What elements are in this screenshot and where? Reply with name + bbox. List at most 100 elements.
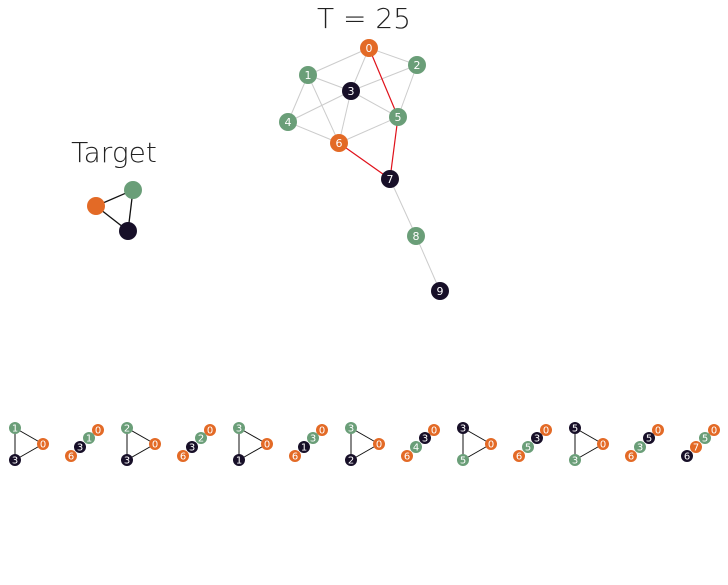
match-node (37, 438, 49, 450)
match-node (345, 422, 357, 434)
node-label: 1 (305, 69, 312, 82)
match-node (522, 441, 534, 453)
graph-node-0: 0 (360, 39, 378, 57)
match-node (410, 441, 422, 453)
match-node-label: 3 (348, 424, 354, 435)
match-node (186, 441, 198, 453)
match-node-label: 0 (95, 426, 101, 437)
match-node-label: 0 (655, 426, 661, 437)
match-node-label: 0 (40, 440, 46, 451)
match-node (681, 450, 693, 462)
match-node-label: 3 (422, 434, 428, 445)
highlight-edge (389, 116, 399, 180)
match-node-label: 0 (711, 426, 717, 437)
match-node (540, 424, 552, 436)
match-node (345, 454, 357, 466)
graph-edge (287, 121, 340, 144)
graph-edges (287, 47, 441, 292)
match-node-label: 2 (348, 456, 354, 467)
match-node (177, 450, 189, 462)
match-node (373, 438, 385, 450)
graph-edge (307, 47, 370, 76)
match-node (74, 441, 86, 453)
match-node (457, 422, 469, 434)
graph-node-2: 2 (408, 56, 426, 74)
match-node (149, 438, 161, 450)
match-node-label: 5 (572, 424, 578, 435)
match-node-label: 3 (572, 456, 578, 467)
graph-node-3: 3 (342, 82, 360, 100)
match-node-label: 3 (124, 456, 130, 467)
match-node (233, 422, 245, 434)
match-node-label: 2 (198, 434, 204, 445)
match-node-label: 0 (319, 426, 325, 437)
graph-node-1: 1 (299, 66, 317, 84)
match-node-label: 6 (516, 452, 522, 463)
match-triangle: 3 0 2 (345, 422, 385, 467)
node-label: 0 (366, 42, 373, 55)
node-circle (342, 82, 360, 100)
match-node-label: 3 (460, 424, 466, 435)
match-node (625, 450, 637, 462)
match-node (121, 422, 133, 434)
match-node (401, 450, 413, 462)
match-node (569, 422, 581, 434)
match-node-label: 5 (646, 434, 652, 445)
match-node (652, 424, 664, 436)
match-node-label: 0 (431, 426, 437, 437)
main-graph: 0 1 2 3 4 5 6 7 8 9 (279, 39, 449, 300)
graph-node-7: 7 (381, 170, 399, 188)
match-node (634, 441, 646, 453)
match-node-label: 5 (525, 443, 531, 454)
node-label: 4 (285, 116, 292, 129)
highlight-edge (338, 142, 391, 180)
match-node-label: 7 (693, 443, 699, 454)
node-circle (389, 108, 407, 126)
node-circle (279, 113, 297, 131)
match-node-label: 3 (637, 443, 643, 454)
match-node (597, 438, 609, 450)
match-node-label: 1 (301, 443, 307, 454)
match-node-label: 5 (702, 434, 708, 445)
match-node (690, 441, 702, 453)
match-node-label: 3 (236, 424, 242, 435)
match-node (643, 432, 655, 444)
graph-edge (287, 90, 352, 123)
node-label: 9 (437, 285, 444, 298)
match-node-label: 6 (628, 452, 634, 463)
target-pattern (87, 181, 142, 240)
match-node-label: 6 (292, 452, 298, 463)
match-node-label: 0 (376, 440, 382, 451)
graph-node-6: 6 (330, 134, 348, 152)
match-node (513, 450, 525, 462)
match-node-label: 6 (684, 452, 690, 463)
match-node-label: 0 (207, 426, 213, 437)
graph-edge (397, 64, 418, 118)
match-node (65, 450, 77, 462)
node-label: 3 (348, 85, 355, 98)
node-circle (407, 227, 425, 245)
graph-edge (415, 235, 441, 292)
target-node (119, 222, 137, 240)
match-node (92, 424, 104, 436)
match-node (261, 438, 273, 450)
graph-node-8: 8 (407, 227, 425, 245)
match-node-label: 0 (152, 440, 158, 451)
match-node-label: 3 (12, 456, 18, 467)
match-node (457, 454, 469, 466)
graph-node-9: 9 (431, 282, 449, 300)
match-node (699, 432, 711, 444)
match-node (569, 454, 581, 466)
target-node (87, 197, 105, 215)
match-node (298, 441, 310, 453)
match-strip: 1030136203023630103163020346305035650305… (9, 422, 720, 467)
node-label: 6 (336, 137, 343, 150)
match-node-label: 1 (236, 456, 242, 467)
match-triangle: 3 0 1 (233, 422, 273, 467)
